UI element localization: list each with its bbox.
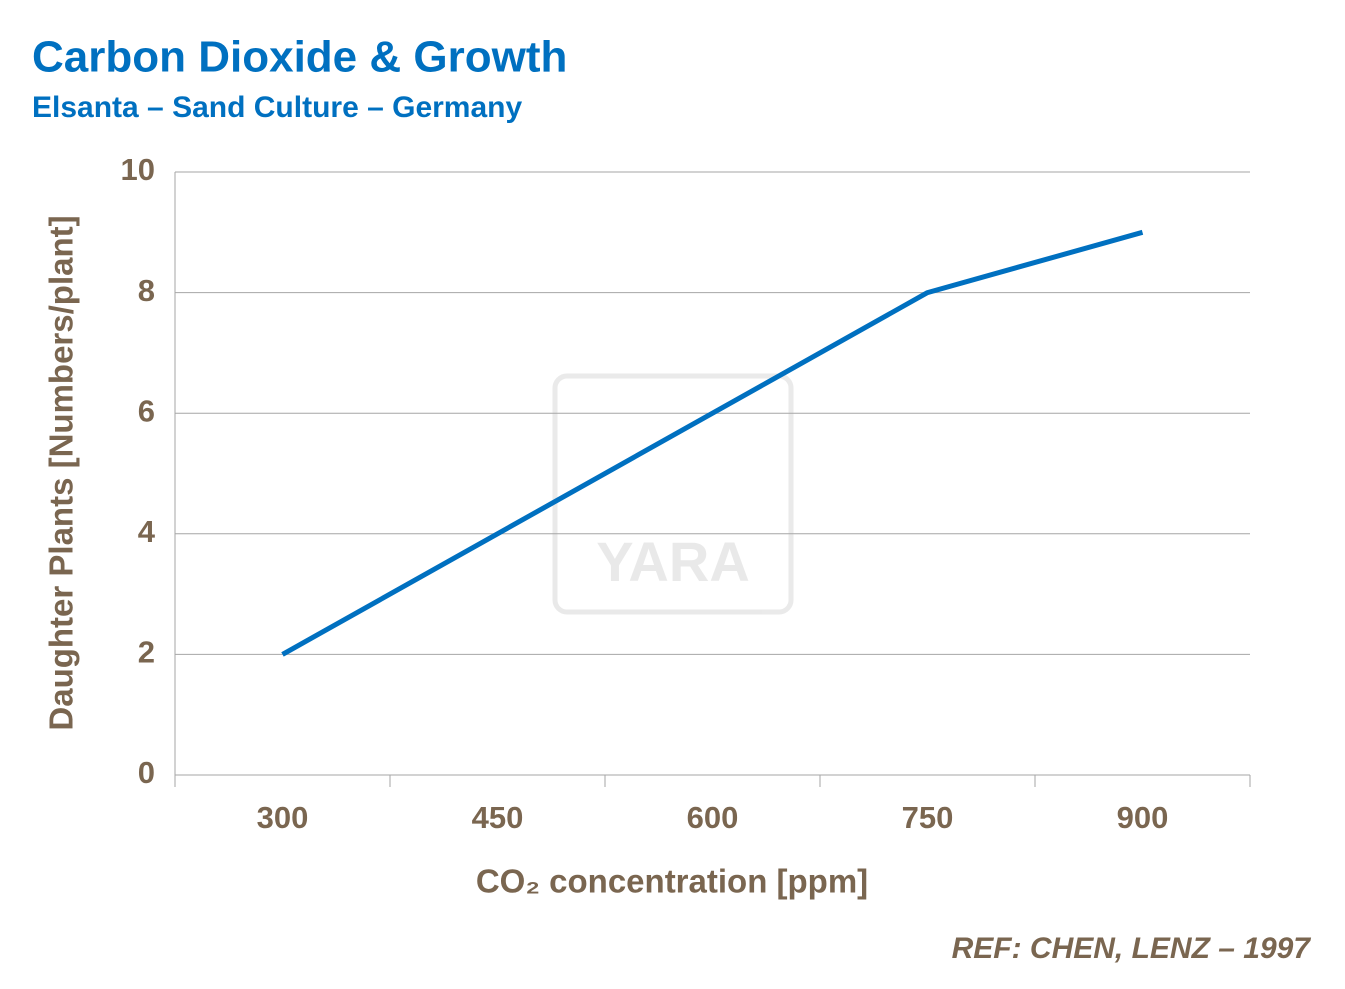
watermark-text: YARA: [596, 530, 750, 593]
y-axis-label: Daughter Plants [Numbers/plant]: [43, 215, 80, 730]
x-tick-label: 300: [257, 800, 309, 835]
chart-title: Carbon Dioxide & Growth: [32, 33, 567, 82]
x-tick-label: 600: [687, 800, 739, 835]
y-tick-label: 0: [138, 755, 155, 790]
watermark: YARA: [552, 373, 794, 615]
x-tick-label: 450: [472, 800, 524, 835]
y-tick-label: 2: [138, 635, 155, 670]
reference: REF: CHEN, LENZ – 1997: [952, 932, 1312, 965]
watermark-frame: [552, 373, 794, 615]
y-tick-label: 10: [121, 152, 155, 187]
y-tick-label: 6: [138, 393, 155, 428]
chart-subtitle: Elsanta – Sand Culture – Germany: [32, 91, 522, 124]
y-tick-label: 8: [138, 273, 155, 308]
data-line: [281, 229, 1144, 657]
x-tick-label: 900: [1117, 800, 1169, 835]
x-tick-label: 750: [902, 800, 954, 835]
x-axis-label: CO₂ concentration [ppm]: [476, 863, 868, 900]
y-tick-label: 4: [138, 514, 156, 549]
